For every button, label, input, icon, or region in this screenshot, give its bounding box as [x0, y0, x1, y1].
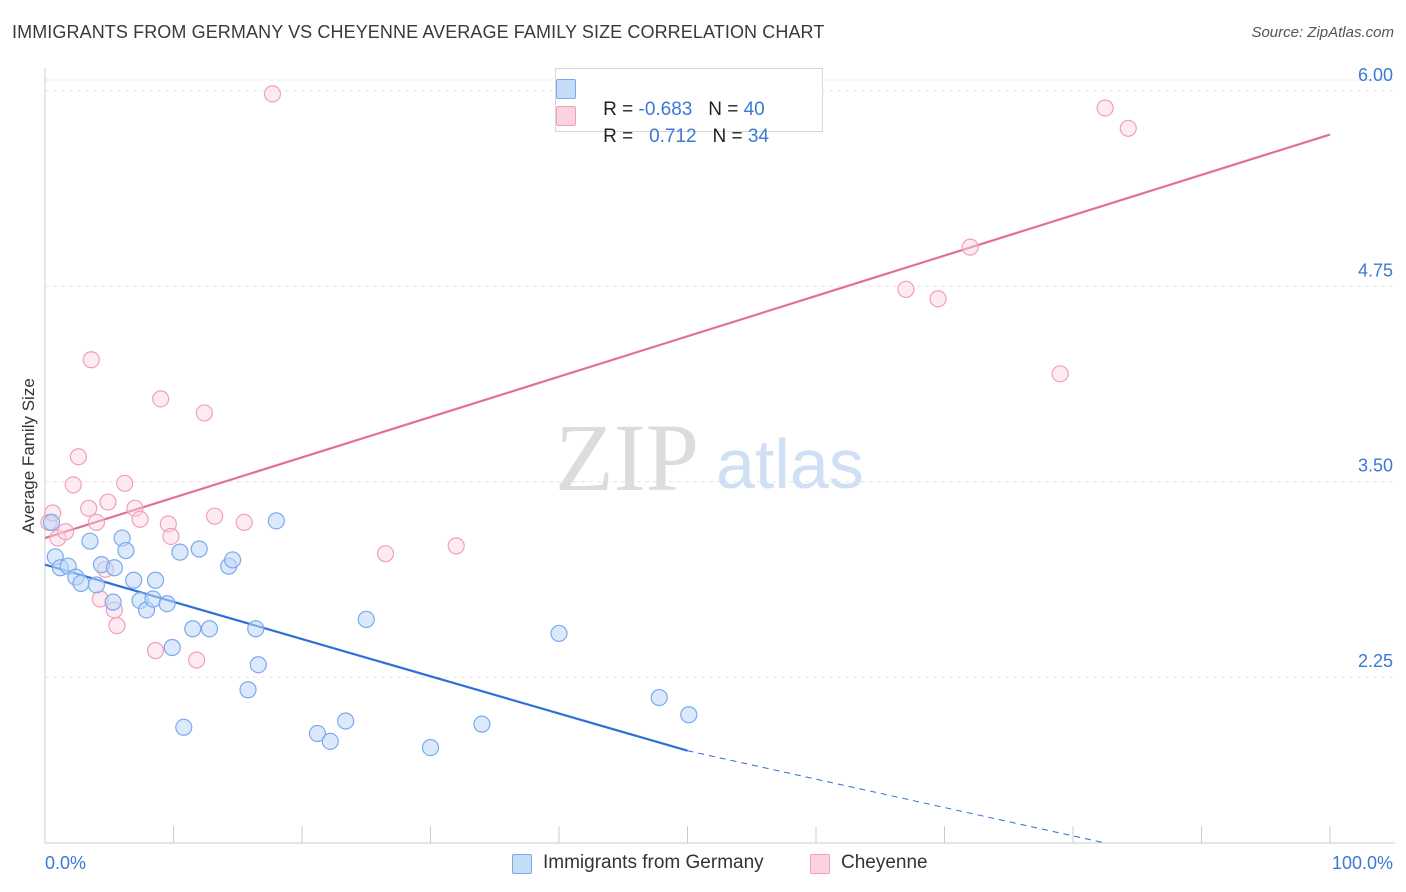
point-germany	[249, 656, 267, 674]
point-cheyenne	[195, 404, 213, 422]
y-axis-label: Average Family Size	[19, 378, 38, 534]
point-cheyenne	[56, 523, 75, 541]
point-germany	[200, 620, 219, 638]
correlation-legend: R = -0.683 N = 40 R = 0.712 N = 34	[555, 68, 823, 147]
trend-line-cheyenne	[44, 133, 1331, 540]
data-points	[40, 85, 1137, 757]
point-cheyenne	[235, 513, 253, 532]
point-germany	[550, 624, 568, 643]
x-tick-label-start: 0.0%	[45, 853, 86, 873]
chart-source: Source: ZipAtlas.com	[1251, 24, 1394, 41]
point-germany	[125, 571, 143, 589]
point-cheyenne	[1051, 365, 1069, 383]
point-germany	[680, 706, 698, 724]
legend-n-value: 34	[747, 126, 769, 147]
point-cheyenne	[961, 238, 979, 256]
y-tick-label: 4.75	[1358, 260, 1393, 280]
chart-title: IMMIGRANTS FROM GERMANY VS CHEYENNE AVER…	[12, 22, 825, 42]
y-tick-label: 3.50	[1358, 456, 1393, 476]
point-cheyenne	[159, 515, 177, 533]
point-cheyenne	[1096, 99, 1114, 117]
x-tick-label-end: 100.0%	[1332, 853, 1393, 873]
point-cheyenne	[69, 448, 88, 466]
legend-swatch-cheyenne	[556, 106, 576, 126]
point-germany	[421, 739, 440, 757]
point-germany	[308, 724, 327, 743]
point-germany	[117, 541, 135, 560]
legend-n-label: N =	[708, 99, 744, 120]
point-cheyenne	[126, 499, 144, 517]
point-germany	[104, 593, 122, 611]
point-cheyenne	[447, 537, 465, 555]
point-cheyenne	[116, 474, 134, 492]
bottom-legend-label-cheyenne: Cheyenne	[841, 852, 928, 873]
legend-n-value: 40	[743, 99, 765, 120]
legend-r-value: -0.683	[638, 99, 693, 120]
trend-line-germany-extension	[687, 750, 1106, 844]
point-cheyenne	[99, 493, 117, 511]
point-germany	[190, 540, 208, 558]
point-cheyenne	[206, 507, 224, 525]
bottom-legend-cheyenne: Cheyenne	[810, 852, 928, 874]
legend-row-cheyenne: R = 0.712 N = 34	[556, 104, 769, 170]
point-germany	[105, 559, 123, 577]
point-cheyenne	[1119, 119, 1137, 137]
point-cheyenne	[376, 545, 395, 563]
tick-labels: 2.25 3.50 4.75 6.00 0.0% 100.0%	[45, 65, 1393, 873]
axes	[44, 68, 1395, 844]
point-cheyenne	[82, 351, 100, 369]
watermark-zip: ZIP	[555, 404, 699, 511]
point-germany	[224, 551, 242, 569]
point-cheyenne	[162, 527, 180, 546]
legend-r-label: R =	[603, 99, 639, 120]
point-cheyenne	[897, 280, 915, 298]
point-cheyenne	[146, 642, 165, 660]
point-germany	[146, 571, 165, 589]
y-tick-label: 2.25	[1358, 651, 1393, 671]
point-germany	[267, 512, 285, 530]
legend-swatch-germany	[556, 79, 576, 99]
watermark: ZIP atlas	[555, 404, 864, 511]
point-cheyenne	[152, 390, 170, 408]
point-cheyenne	[87, 513, 106, 532]
legend-row-germany: R = -0.683 N = 40	[556, 77, 765, 143]
point-cheyenne	[80, 499, 98, 517]
bottom-legend-swatch-germany	[512, 854, 532, 874]
point-cheyenne	[108, 617, 126, 635]
point-cheyenne	[188, 651, 206, 669]
point-cheyenne	[929, 290, 947, 308]
point-germany	[357, 610, 375, 628]
legend-r-value: 0.712	[649, 126, 697, 147]
point-germany	[81, 532, 99, 550]
bottom-legend-germany: Immigrants from Germany	[512, 852, 764, 874]
point-germany	[473, 715, 491, 733]
point-germany	[171, 543, 189, 561]
legend-n-label: N =	[712, 126, 748, 147]
point-germany	[247, 620, 265, 638]
point-germany	[42, 513, 61, 532]
point-germany	[87, 576, 106, 594]
y-tick-label: 6.00	[1358, 65, 1393, 85]
point-germany	[72, 574, 90, 592]
point-germany	[321, 732, 339, 750]
bottom-legend-swatch-cheyenne	[810, 854, 830, 874]
point-germany	[650, 688, 668, 707]
watermark-atlas: atlas	[716, 425, 864, 503]
point-cheyenne	[131, 510, 149, 528]
point-germany	[163, 638, 181, 657]
point-germany	[337, 712, 355, 730]
point-germany	[184, 620, 202, 638]
bottom-legend-label-germany: Immigrants from Germany	[543, 852, 764, 873]
point-germany	[239, 681, 257, 699]
legend-r-label: R =	[603, 126, 639, 147]
point-cheyenne	[64, 476, 82, 494]
point-germany	[158, 595, 176, 613]
point-germany	[175, 718, 193, 736]
point-cheyenne	[263, 85, 282, 103]
